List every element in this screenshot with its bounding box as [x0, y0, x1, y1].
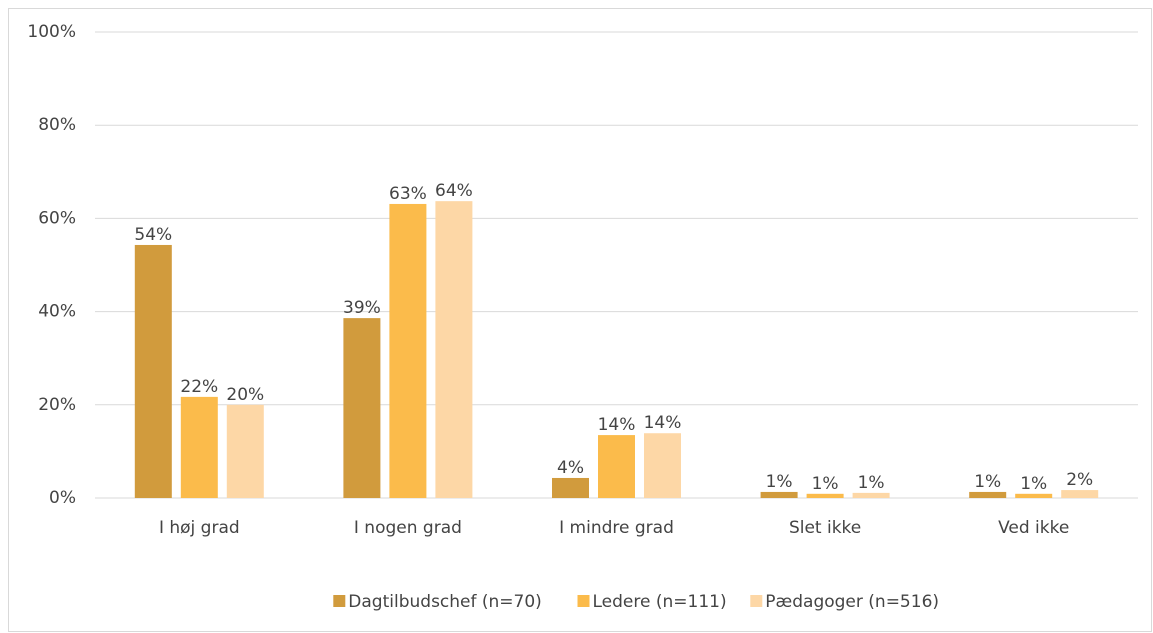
- data-label: 1%: [974, 472, 1001, 492]
- legend-swatch: [577, 595, 590, 607]
- legend-label: Ledere (n=111): [593, 592, 727, 612]
- data-label: 1%: [1020, 474, 1047, 494]
- legend-label: Pædagoger (n=516): [765, 592, 939, 612]
- bar: [852, 492, 890, 498]
- data-label: 14%: [644, 413, 682, 433]
- data-label: 14%: [598, 415, 636, 435]
- bar: [1015, 493, 1053, 498]
- bar: [552, 477, 589, 498]
- y-tick-label: 100%: [27, 22, 76, 42]
- bar: [389, 203, 427, 499]
- bar: [435, 201, 473, 498]
- chart-frame: [8, 8, 1152, 632]
- data-label: 39%: [343, 298, 381, 318]
- x-tick-label: Ved ikke: [998, 518, 1069, 538]
- data-label: 64%: [435, 181, 473, 201]
- bar: [343, 318, 381, 498]
- data-label: 4%: [557, 458, 584, 478]
- data-label: 22%: [180, 377, 218, 397]
- legend-swatch: [750, 595, 763, 607]
- data-label: 1%: [766, 472, 793, 492]
- data-label: 2%: [1066, 470, 1093, 490]
- bar: [598, 435, 635, 498]
- y-tick-label: 20%: [38, 395, 76, 415]
- bar: [969, 491, 1007, 498]
- bar: [644, 433, 681, 498]
- x-tick-label: I høj grad: [159, 518, 240, 538]
- data-label: 20%: [226, 385, 264, 405]
- x-tick-label: I nogen grad: [354, 518, 462, 538]
- y-tick-label: 80%: [38, 115, 76, 135]
- legend-label: Dagtilbudschef (n=70): [348, 592, 542, 612]
- bar: [806, 493, 844, 498]
- bar: [760, 491, 798, 498]
- legend-swatch: [333, 595, 346, 607]
- y-tick-label: 40%: [38, 302, 76, 322]
- data-label: 54%: [134, 225, 172, 245]
- x-tick-label: I mindre grad: [559, 518, 674, 538]
- x-tick-label: Slet ikke: [789, 518, 861, 538]
- data-label: 1%: [812, 474, 839, 494]
- y-tick-label: 0%: [49, 488, 76, 508]
- data-label: 63%: [389, 184, 427, 204]
- bar: [1061, 490, 1099, 498]
- bar: [134, 244, 172, 498]
- data-label: 1%: [858, 473, 885, 493]
- bar: [226, 404, 264, 498]
- y-tick-label: 60%: [38, 208, 76, 228]
- bar: [180, 396, 218, 498]
